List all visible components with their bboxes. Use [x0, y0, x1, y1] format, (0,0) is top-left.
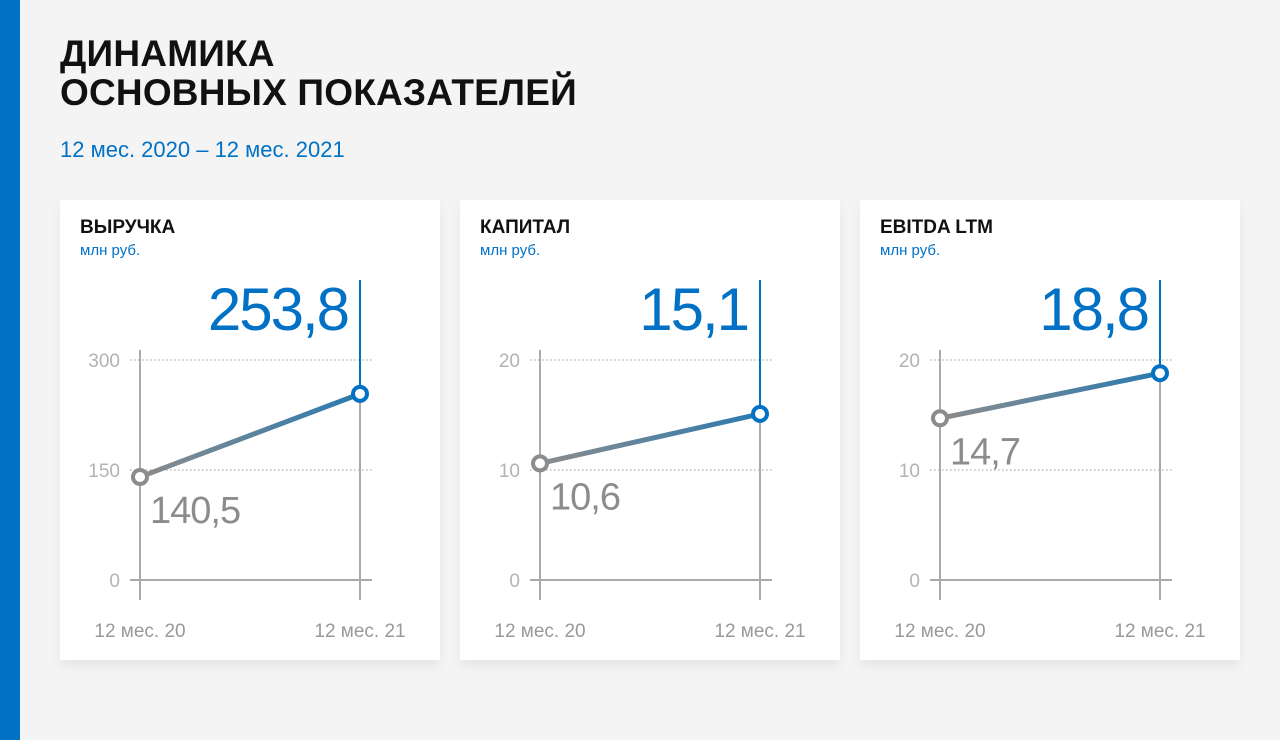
x-tick-label: 12 мес. 20 [894, 621, 985, 642]
y-tick-label: 300 [88, 351, 120, 372]
series-line [937, 370, 1163, 421]
data-label-end: 253,8 [208, 276, 348, 343]
y-tick-label: 0 [509, 571, 520, 592]
data-point-end [1151, 364, 1169, 383]
x-tick-label: 12 мес. 21 [314, 621, 405, 642]
data-point-start [531, 454, 549, 473]
page-title: ДИНАМИКА ОСНОВНЫХ ПОКАЗАТЕЛЕЙ [60, 34, 577, 112]
period-subtitle: 12 мес. 2020 – 12 мес. 2021 [60, 137, 345, 162]
y-tick-label: 150 [88, 461, 120, 482]
x-tick-label: 12 мес. 21 [1114, 621, 1205, 642]
ebitda-chart: 0 10 20 14,7 18,8 12 мес. 20 12 мес. 21 [894, 276, 1205, 642]
y-tick-label: 0 [909, 571, 920, 592]
y-tick-label: 0 [109, 571, 120, 592]
data-point-start [131, 467, 149, 486]
data-label-start: 140,5 [150, 490, 240, 532]
data-point-start [931, 409, 949, 428]
y-tick-label: 20 [499, 351, 520, 372]
data-label-start: 10,6 [550, 476, 620, 518]
card-unit: млн руб. [480, 242, 541, 259]
capital-card: КАПИТАЛ млн руб. 0 10 20 10,6 15,1 12 мес. 20… [460, 200, 840, 660]
data-label-start: 14,7 [950, 431, 1020, 473]
page-title-line-2: ОСНОВНЫХ ПОКАЗАТЕЛЕЙ [60, 72, 577, 113]
card-unit: млн руб. [880, 242, 941, 259]
data-point-end [751, 404, 769, 423]
data-point-end [351, 384, 369, 403]
series-line [137, 391, 363, 480]
card-unit: млн руб. [80, 242, 141, 259]
capital-chart: 0 10 20 10,6 15,1 12 мес. 20 12 мес. 21 [494, 276, 805, 642]
y-tick-label: 10 [899, 461, 920, 482]
y-tick-label: 20 [899, 351, 920, 372]
left-accent-bar [0, 0, 20, 740]
series-line [537, 411, 763, 466]
y-tick-label: 10 [499, 461, 520, 482]
revenue-card: ВЫРУЧКА млн руб. 0 150 300 140,5 253,8 12 мес… [60, 200, 440, 660]
data-label-end: 18,8 [1039, 276, 1148, 343]
x-tick-label: 12 мес. 20 [94, 621, 185, 642]
card-title: ВЫРУЧКА [80, 217, 176, 238]
ebitda-card: EBITDA LTM млн руб. 0 10 20 14,7 18,8 12 мес.… [860, 200, 1240, 660]
x-tick-label: 12 мес. 21 [714, 621, 805, 642]
page-title-line-1: ДИНАМИКА [60, 33, 275, 74]
data-label-end: 15,1 [639, 276, 748, 343]
revenue-chart: 0 150 300 140,5 253,8 12 мес. 20 12 мес. 21 [88, 276, 405, 642]
card-title: EBITDA LTM [880, 217, 993, 238]
card-title: КАПИТАЛ [480, 217, 571, 238]
x-tick-label: 12 мес. 20 [494, 621, 585, 642]
